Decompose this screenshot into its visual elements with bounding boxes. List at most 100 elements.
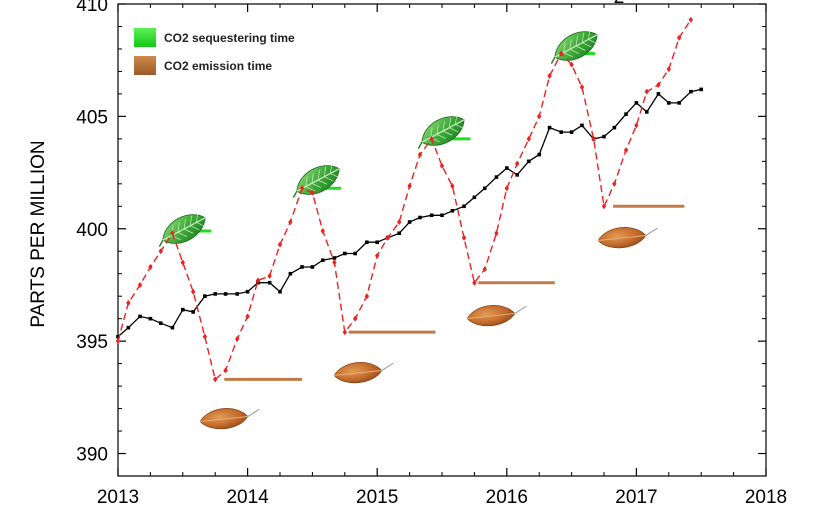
brown-leaf-icon (199, 408, 260, 430)
data-point-red (364, 293, 370, 300)
brown-leaf-icon (466, 305, 527, 327)
data-point-black (482, 186, 487, 191)
data-point-red (601, 203, 607, 210)
data-point-red (332, 259, 337, 266)
data-point-black (223, 292, 228, 296)
leaf-side-vein (311, 173, 322, 188)
data-point-black (375, 240, 379, 245)
data-point-red (375, 252, 380, 259)
data-point-red (656, 81, 661, 88)
data-point-black (126, 325, 131, 330)
plot-frame (117, 3, 767, 477)
data-point-black (191, 310, 195, 314)
data-point-red (559, 50, 564, 57)
legend: CO2 sequestering time CO2 emission time (134, 28, 295, 75)
data-point-red (504, 185, 509, 192)
data-point-red (688, 16, 694, 23)
y-tick-label: 390 (76, 445, 108, 466)
leaf-side-vein (448, 117, 459, 133)
data-point-red (299, 185, 305, 192)
leaf-vein (200, 416, 248, 422)
data-point-red (223, 367, 228, 374)
data-point-red (472, 279, 477, 286)
brown-leaf-icon (597, 227, 658, 249)
leaf-side-vein (183, 219, 194, 234)
data-point-red (514, 160, 520, 167)
data-point-red (170, 230, 175, 237)
leaf-side-vein (575, 36, 586, 51)
leaf-side-vein (569, 39, 580, 54)
data-point-red (190, 288, 196, 295)
data-point-red (407, 183, 412, 190)
data-point-black (148, 316, 153, 321)
data-point-red (148, 263, 153, 270)
data-point-red (158, 248, 163, 255)
leaf-side-vein (189, 215, 200, 231)
data-point-red (634, 122, 639, 129)
data-point-red (429, 135, 434, 142)
leaf-stem (247, 408, 260, 417)
data-point-black (689, 89, 693, 94)
data-point-red (310, 189, 315, 196)
data-point-red (569, 61, 574, 68)
leaf-vein (334, 370, 382, 376)
data-point-black (213, 292, 217, 296)
leaf-side-vein (436, 124, 447, 139)
data-point-black (267, 280, 272, 285)
data-point-black (559, 130, 564, 134)
data-point-black (320, 258, 325, 263)
data-point-black (569, 130, 574, 134)
data-point-black (353, 251, 357, 256)
data-point-black (450, 208, 455, 213)
chart-title-fragment: 2 (614, 0, 625, 8)
x-tick-label: 2015 (356, 487, 398, 508)
data-point-black (203, 294, 207, 298)
y-tick-label: 395 (76, 332, 108, 353)
data-point-red (547, 72, 552, 79)
brown-leaf-icon (333, 362, 394, 384)
leaf-side-vein (177, 222, 188, 237)
data-point-black (332, 256, 337, 260)
data-point-red (320, 228, 325, 235)
data-point-black (699, 87, 703, 92)
data-point-black (288, 271, 293, 276)
leaf-side-vein (563, 42, 573, 58)
green-leaf-icon (417, 114, 465, 149)
data-point-black (343, 251, 347, 256)
data-point-black (527, 159, 531, 164)
leaf-side-vein (323, 166, 334, 182)
data-point-red (644, 88, 649, 95)
data-point-black (580, 123, 584, 128)
series-layer (115, 16, 703, 383)
data-point-red (235, 335, 240, 342)
data-point-black (656, 92, 661, 96)
data-point-black (644, 110, 649, 114)
data-point-red (591, 135, 596, 142)
data-point-red (288, 219, 293, 226)
data-point-red (352, 315, 358, 322)
data-point-black (300, 265, 304, 269)
data-point-red (137, 281, 143, 288)
data-point-red (676, 34, 682, 41)
data-point-black (170, 325, 175, 330)
data-point-red (439, 162, 445, 169)
data-point-red (115, 338, 121, 345)
data-point-red (202, 333, 208, 340)
data-point-red (461, 234, 467, 241)
leaf-side-vein (588, 29, 598, 44)
leaf-vein (598, 235, 646, 241)
data-point-red (537, 113, 542, 120)
leaf-side-vein (455, 114, 465, 129)
y-tick-label: 400 (76, 220, 108, 241)
data-point-red (666, 66, 671, 73)
leaf-stem (645, 227, 658, 236)
leaf-stem (381, 362, 394, 371)
data-point-red (245, 313, 250, 320)
leaf-side-vein (317, 170, 328, 185)
data-point-red (579, 84, 585, 91)
data-point-black (677, 101, 681, 105)
data-point-black (158, 321, 163, 325)
y-axis-label: PARTS PER MILLION (28, 140, 49, 327)
data-point-red (267, 272, 272, 279)
data-point-red (397, 219, 402, 226)
